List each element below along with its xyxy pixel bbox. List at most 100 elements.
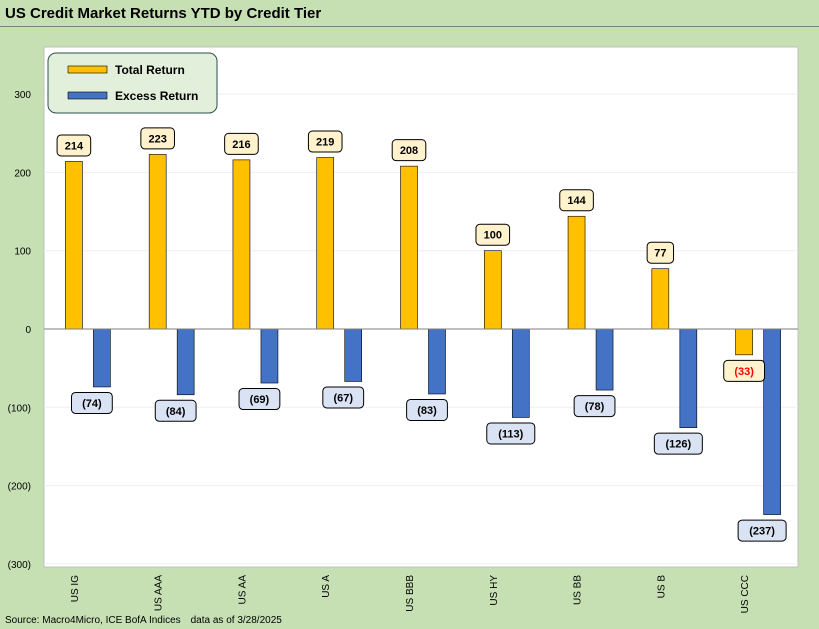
label-excess-return: (78) — [573, 395, 616, 418]
legend-label-excess: Excess Return — [115, 89, 198, 103]
bar-total-return — [148, 154, 167, 330]
label-total-return-text: 216 — [232, 139, 250, 151]
label-excess-return-box — [486, 422, 536, 445]
label-total-return-text: 208 — [400, 145, 418, 157]
bar-excess-return — [344, 328, 363, 382]
label-total-return: 223 — [140, 127, 175, 150]
bar-excess-return — [679, 328, 698, 428]
bar-total-return — [651, 268, 670, 330]
label-total-return-text: 223 — [148, 133, 166, 145]
title-bar: US Credit Market Returns YTD by Credit T… — [0, 0, 819, 27]
bar-excess-return — [595, 328, 614, 391]
bar-excess-return — [176, 328, 195, 396]
bar-total-return — [483, 250, 502, 330]
label-total-return: 100 — [475, 223, 511, 246]
bar-total-return — [567, 215, 586, 330]
bar-total-return — [65, 161, 83, 330]
label-excess-return-text: (126) — [665, 439, 691, 451]
label-excess-return-text: (113) — [498, 428, 523, 440]
label-excess-return: (67) — [322, 386, 365, 409]
label-excess-return-box — [737, 519, 787, 542]
label-total-return-box — [224, 132, 259, 155]
x-axis-ticks: US IG US AAA US AA US A US BBB US HY US BB US B… — [70, 575, 751, 614]
x-tick-label: US AAA — [154, 575, 165, 611]
label-total-return-text: 77 — [654, 248, 666, 260]
bar-excess-return — [428, 328, 446, 395]
footer: Source: Macro4Micro, ICE BofA Indices dat… — [5, 615, 292, 626]
label-total-return-box — [391, 139, 427, 162]
label-excess-return-box — [322, 386, 365, 409]
bar-total-return — [316, 157, 335, 330]
label-excess-return: (126) — [653, 432, 703, 455]
y-tick-label: 300 — [14, 90, 31, 101]
chart-title: US Credit Market Returns YTD by Credit T… — [5, 5, 322, 22]
label-total-return-text: 144 — [567, 195, 586, 207]
x-tick-label: US CCC — [740, 575, 751, 613]
footer-source: Source: Macro4Micro, ICE BofA Indices — [5, 615, 181, 626]
label-total-return: 219 — [307, 130, 343, 153]
label-excess-return-text: (69) — [250, 394, 270, 406]
bar-total-return — [232, 159, 251, 330]
bar-excess-return — [93, 328, 111, 388]
label-excess-return: (84) — [154, 399, 197, 422]
label-total-return-box — [559, 189, 594, 212]
label-total-return: (33) — [723, 359, 766, 382]
legend-swatch-excess — [67, 91, 108, 100]
label-total-return-text: 214 — [65, 140, 84, 152]
bars — [65, 154, 781, 515]
label-total-return-box — [140, 127, 175, 150]
y-axis-ticks: 300 200 100 0 (100) (200) (300) — [8, 90, 32, 571]
y-tick-label: 100 — [14, 247, 31, 258]
label-excess-return-box — [154, 399, 197, 422]
label-excess-return: (237) — [737, 519, 787, 542]
label-total-return-box — [646, 241, 675, 264]
legend-label-total: Total Return — [115, 63, 185, 77]
label-excess-return-box — [653, 432, 703, 455]
label-excess-return-text: (84) — [166, 406, 186, 418]
x-tick-label: US HY — [489, 575, 500, 606]
label-excess-return-text: (83) — [417, 405, 437, 417]
x-tick-label: US AA — [237, 575, 248, 605]
legend-swatch-total — [67, 65, 108, 74]
label-total-return-box — [475, 223, 511, 246]
x-tick-label: US BB — [573, 575, 584, 605]
label-total-return: 214 — [56, 134, 92, 157]
y-tick-label: (200) — [8, 482, 31, 493]
label-total-return-text: (33) — [734, 366, 754, 378]
label-excess-return-text: (67) — [333, 392, 353, 404]
data-labels: 214 (74) 223 (84) 216 (69) 219 (67) 208 (83) 100 (1… — [56, 127, 787, 542]
label-total-return: 77 — [646, 241, 675, 264]
bar-excess-return — [511, 328, 530, 418]
label-excess-return-text: (74) — [82, 398, 102, 410]
label-excess-return-box — [406, 398, 448, 421]
footer-asof: data as of 3/28/2025 — [190, 615, 282, 626]
label-excess-return-text: (78) — [585, 401, 605, 413]
bar-excess-return — [763, 328, 781, 515]
legend: Total Return Excess Return — [47, 52, 218, 114]
y-tick-label: 0 — [25, 325, 31, 336]
legend-box — [47, 52, 218, 114]
label-total-return-text: 219 — [316, 137, 334, 149]
label-total-return-box — [307, 130, 343, 153]
x-tick-label: US IG — [70, 575, 81, 602]
label-excess-return: (113) — [486, 422, 536, 445]
y-tick-label: (300) — [8, 560, 31, 571]
label-excess-return-text: (237) — [749, 526, 775, 538]
bar-excess-return — [260, 328, 279, 384]
bar-total-return — [735, 328, 753, 356]
label-total-return-box — [56, 134, 92, 157]
label-excess-return: (69) — [238, 388, 281, 411]
label-total-return: 144 — [559, 189, 594, 212]
x-tick-label: US A — [321, 575, 332, 598]
label-excess-return-box — [70, 391, 113, 414]
x-tick-label: US B — [656, 575, 667, 599]
x-tick-label: US BBB — [405, 575, 416, 612]
label-total-return-box — [723, 359, 766, 382]
label-excess-return: (83) — [406, 398, 448, 421]
label-excess-return-box — [238, 388, 281, 411]
label-total-return: 216 — [224, 132, 259, 155]
label-total-return: 208 — [391, 139, 427, 162]
label-excess-return-box — [573, 395, 616, 418]
y-tick-label: (100) — [8, 403, 31, 414]
bar-total-return — [400, 165, 418, 330]
